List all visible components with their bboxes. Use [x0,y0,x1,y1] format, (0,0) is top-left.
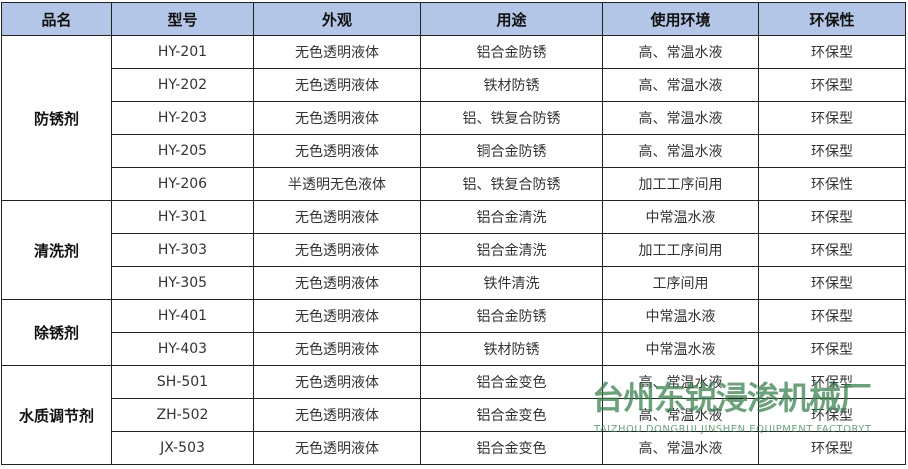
cell-environment: 中常温水液 [602,299,759,333]
product-category: 防锈剂 [1,35,112,201]
cell-usage: 铁材防锈 [420,332,603,366]
cell-eco: 环保型 [758,431,906,465]
cell-appearance: 无色透明液体 [253,332,421,366]
cell-appearance: 无色透明液体 [253,233,421,267]
cell-eco: 环保型 [758,365,906,399]
product-category: 除锈剂 [1,299,112,366]
cell-environment: 高、常温水液 [602,101,759,135]
cell-environment: 加工工序间用 [602,233,759,267]
cell-appearance: 无色透明液体 [253,431,421,465]
cell-model: HY-202 [111,68,254,102]
cell-environment: 高、常温水液 [602,398,759,432]
cell-appearance: 半透明无色液体 [253,167,421,201]
cell-appearance: 无色透明液体 [253,200,421,234]
header-name: 品名 [1,2,112,36]
cell-eco: 环保型 [758,266,906,300]
cell-environment: 高、常温水液 [602,35,759,69]
cell-usage: 铁材防锈 [420,68,603,102]
cell-model: HY-303 [111,233,254,267]
cell-eco: 环保型 [758,233,906,267]
cell-eco: 环保型 [758,101,906,135]
table-row: 水质调节剂 SH-501 无色透明液体 铝合金变色 高、常温水液 环保型 [1,365,906,465]
header-usage: 用途 [420,2,603,36]
cell-eco: 环保型 [758,332,906,366]
cell-eco: 环保型 [758,299,906,333]
cell-usage: 铝、铁复合防锈 [420,167,603,201]
cell-environment: 中常温水液 [602,200,759,234]
cell-environment: 加工工序间用 [602,167,759,201]
cell-usage: 铝合金清洗 [420,200,603,234]
cell-usage: 铝合金变色 [420,398,603,432]
table-row: HY-305 无色透明液体 铁件清洗 工序间用 环保型 [2,266,906,300]
cell-usage: 铝合金防锈 [420,299,603,333]
cell-usage: 铜合金防锈 [420,134,603,168]
table-row: ZH-502 无色透明液体 铝合金变色 高、常温水液 环保型 [2,398,906,432]
table-row: HY-205 无色透明液体 铜合金防锈 高、常温水液 环保型 [2,134,906,168]
table-row: 除锈剂 HY-401 无色透明液体 铝合金防锈 中常温水液 环保型 [1,299,906,366]
cell-model: SH-501 [111,365,254,399]
cell-appearance: 无色透明液体 [253,134,421,168]
cell-environment: 高、常温水液 [602,365,759,399]
cell-model: HY-401 [111,299,254,333]
cell-eco: 环保型 [758,134,906,168]
cell-environment: 高、常温水液 [602,134,759,168]
cell-model: HY-301 [111,200,254,234]
cell-usage: 铝合金变色 [420,431,603,465]
product-category: 水质调节剂 [1,365,112,465]
cell-model: ZH-502 [111,398,254,432]
cell-model: JX-503 [111,431,254,465]
cell-environment: 高、常温水液 [602,431,759,465]
cell-model: HY-305 [111,266,254,300]
cell-usage: 铝合金防锈 [420,35,603,69]
cell-eco: 环保型 [758,398,906,432]
cell-environment: 高、常温水液 [602,68,759,102]
cell-usage: 铝合金变色 [420,365,603,399]
cell-model: HY-206 [111,167,254,201]
cell-appearance: 无色透明液体 [253,398,421,432]
cell-eco: 环保型 [758,200,906,234]
cell-eco: 环保性 [758,167,906,201]
table-row: JX-503 无色透明液体 铝合金变色 高、常温水液 环保型 [2,431,906,465]
cell-appearance: 无色透明液体 [253,68,421,102]
cell-usage: 铁件清洗 [420,266,603,300]
cell-model: HY-205 [111,134,254,168]
cell-model: HY-403 [111,332,254,366]
header-appearance: 外观 [253,2,421,36]
cell-appearance: 无色透明液体 [253,299,421,333]
cell-usage: 铝、铁复合防锈 [420,101,603,135]
table-row: HY-303 无色透明液体 铝合金清洗 加工工序间用 环保型 [2,233,906,267]
cell-eco: 环保型 [758,68,906,102]
table-row: 防锈剂 HY-201 无色透明液体 铝合金防锈 高、常温水液 环保型 [1,35,906,201]
cell-appearance: 无色透明液体 [253,35,421,69]
cell-eco: 环保型 [758,35,906,69]
table-row: 清洗剂 HY-301 无色透明液体 铝合金清洗 中常温水液 环保型 [1,200,906,300]
header-eco: 环保性 [758,2,906,36]
product-category: 清洗剂 [1,200,112,300]
cell-usage: 铝合金清洗 [420,233,603,267]
table-row: HY-403 无色透明液体 铁材防锈 中常温水液 环保型 [2,332,906,366]
cell-model: HY-201 [111,35,254,69]
cell-appearance: 无色透明液体 [253,101,421,135]
table-row: HY-203 无色透明液体 铝、铁复合防锈 高、常温水液 环保型 [2,101,906,135]
table-row: HY-202 无色透明液体 铁材防锈 高、常温水液 环保型 [2,68,906,102]
header-environment: 使用环境 [602,2,759,36]
cell-environment: 中常温水液 [602,332,759,366]
cell-appearance: 无色透明液体 [253,266,421,300]
header-row: 品名 型号 外观 用途 使用环境 环保性 [1,2,906,36]
cell-model: HY-203 [111,101,254,135]
table-row: HY-206 半透明无色液体 铝、铁复合防锈 加工工序间用 环保性 [2,167,906,201]
cell-environment: 工序间用 [602,266,759,300]
header-model: 型号 [111,2,254,36]
cell-appearance: 无色透明液体 [253,365,421,399]
